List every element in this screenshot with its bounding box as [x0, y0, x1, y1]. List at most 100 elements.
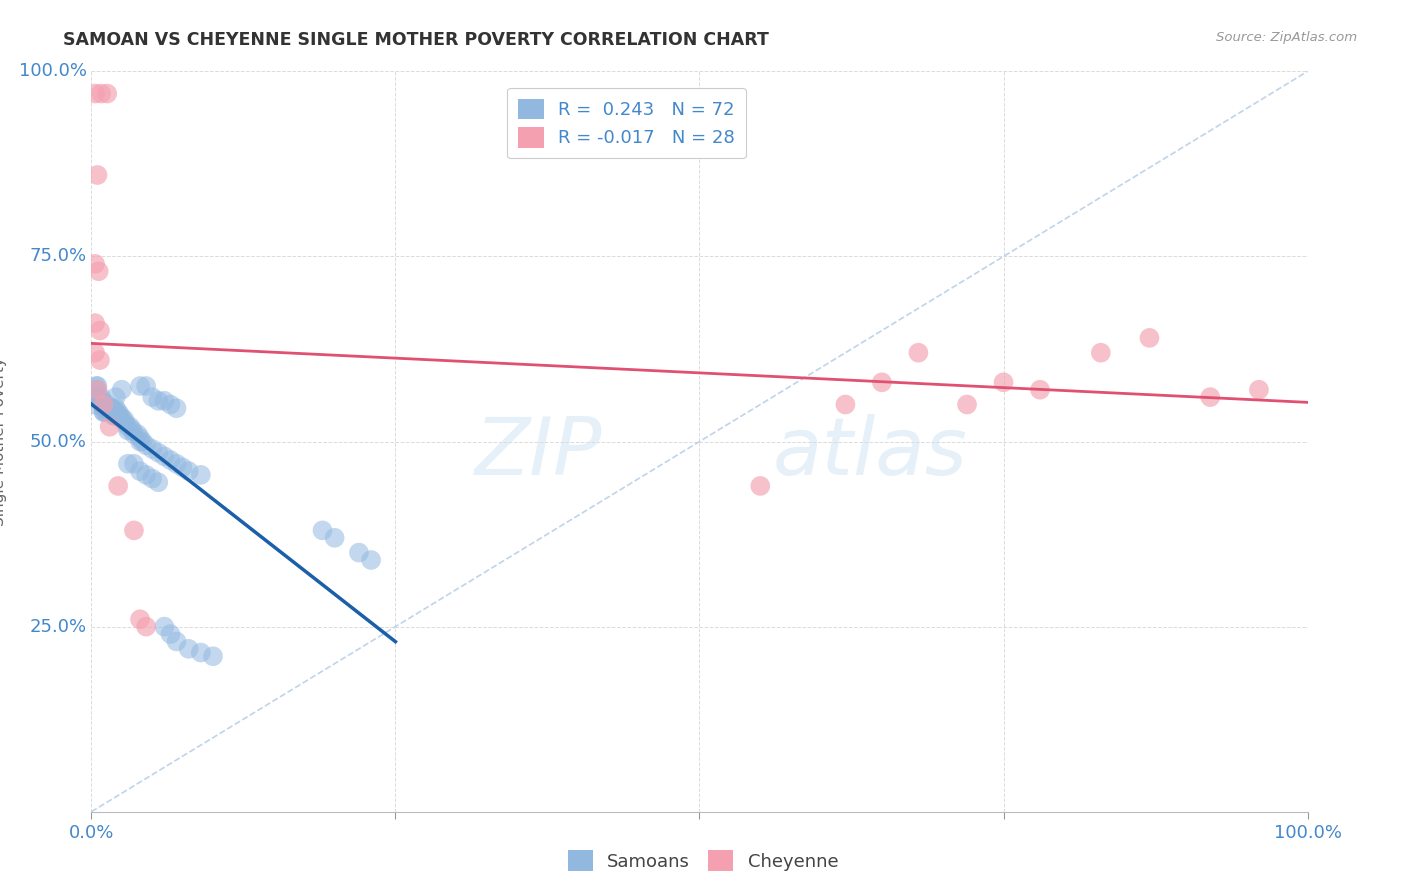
Point — [83, 398, 105, 412]
Point — [141, 471, 163, 485]
Point — [177, 641, 200, 656]
Point — [96, 398, 118, 412]
Point — [166, 634, 188, 648]
Text: SAMOAN VS CHEYENNE SINGLE MOTHER POVERTY CORRELATION CHART: SAMOAN VS CHEYENNE SINGLE MOTHER POVERTY… — [63, 31, 769, 49]
Point — [956, 398, 979, 412]
Point — [111, 383, 134, 397]
Point — [87, 390, 110, 404]
Point — [84, 379, 107, 393]
Point — [107, 405, 129, 419]
Point — [104, 401, 127, 416]
Point — [120, 419, 142, 434]
Point — [107, 409, 129, 423]
Point — [104, 390, 127, 404]
Point — [129, 612, 152, 626]
Y-axis label: Single Mother Poverty: Single Mother Poverty — [0, 357, 7, 526]
Point — [86, 379, 108, 393]
Point — [93, 405, 115, 419]
Point — [84, 390, 107, 404]
Point — [101, 401, 124, 416]
Point — [311, 524, 333, 538]
Point — [98, 419, 121, 434]
Point — [94, 401, 117, 416]
Point — [89, 324, 111, 338]
Point — [159, 453, 181, 467]
Point — [1199, 390, 1222, 404]
Point — [360, 553, 382, 567]
Point — [114, 416, 136, 430]
Point — [89, 393, 111, 408]
Point — [153, 450, 176, 464]
Point — [117, 457, 139, 471]
Point — [117, 419, 139, 434]
Point — [87, 264, 110, 278]
Point — [93, 401, 115, 416]
Point — [159, 398, 181, 412]
Point — [84, 316, 107, 330]
Point — [98, 401, 121, 416]
Point — [97, 401, 120, 416]
Point — [110, 409, 132, 423]
Point — [148, 445, 170, 459]
Point — [90, 390, 112, 404]
Point — [93, 398, 115, 412]
Point — [98, 405, 121, 419]
Point — [84, 390, 107, 404]
Point — [121, 424, 143, 438]
Point — [1139, 331, 1161, 345]
Point — [84, 383, 107, 397]
Legend: Samoans, Cheyenne: Samoans, Cheyenne — [560, 843, 846, 879]
Point — [122, 524, 145, 538]
Point — [96, 401, 118, 416]
Text: atlas: atlas — [772, 414, 967, 491]
Point — [103, 409, 125, 423]
Point — [86, 383, 108, 397]
Point — [993, 376, 1015, 390]
Point — [104, 405, 127, 419]
Point — [159, 627, 181, 641]
Point — [153, 393, 176, 408]
Point — [91, 393, 114, 408]
Point — [94, 405, 117, 419]
Point — [166, 401, 188, 416]
Point — [129, 431, 152, 445]
Point — [83, 390, 105, 404]
Point — [1247, 383, 1270, 397]
Point — [323, 531, 346, 545]
Point — [141, 442, 163, 456]
Point — [141, 390, 163, 404]
Point — [135, 619, 157, 633]
Text: ZIP: ZIP — [475, 414, 602, 491]
Point — [122, 457, 145, 471]
Point — [1090, 345, 1112, 359]
Point — [103, 409, 125, 423]
Point — [834, 398, 856, 412]
Point — [112, 412, 135, 426]
Point — [111, 412, 134, 426]
Point — [100, 401, 122, 416]
Point — [131, 434, 153, 449]
Point — [117, 424, 139, 438]
Point — [93, 405, 115, 419]
Point — [101, 405, 124, 419]
Legend: R =  0.243   N = 72, R = -0.017   N = 28: R = 0.243 N = 72, R = -0.017 N = 28 — [508, 87, 745, 159]
Point — [148, 393, 170, 408]
Point — [870, 376, 893, 390]
Point — [129, 434, 152, 449]
Point — [129, 379, 152, 393]
Point — [89, 353, 111, 368]
Point — [90, 87, 112, 101]
Point — [1029, 383, 1052, 397]
Point — [84, 345, 107, 359]
Point — [749, 479, 772, 493]
Point — [135, 438, 157, 452]
Point — [103, 405, 125, 419]
Point — [907, 345, 929, 359]
Point — [177, 464, 200, 478]
Point — [148, 475, 170, 490]
Point — [172, 460, 194, 475]
Point — [135, 467, 157, 482]
Point — [129, 464, 152, 478]
Point — [135, 379, 157, 393]
Point — [122, 427, 145, 442]
